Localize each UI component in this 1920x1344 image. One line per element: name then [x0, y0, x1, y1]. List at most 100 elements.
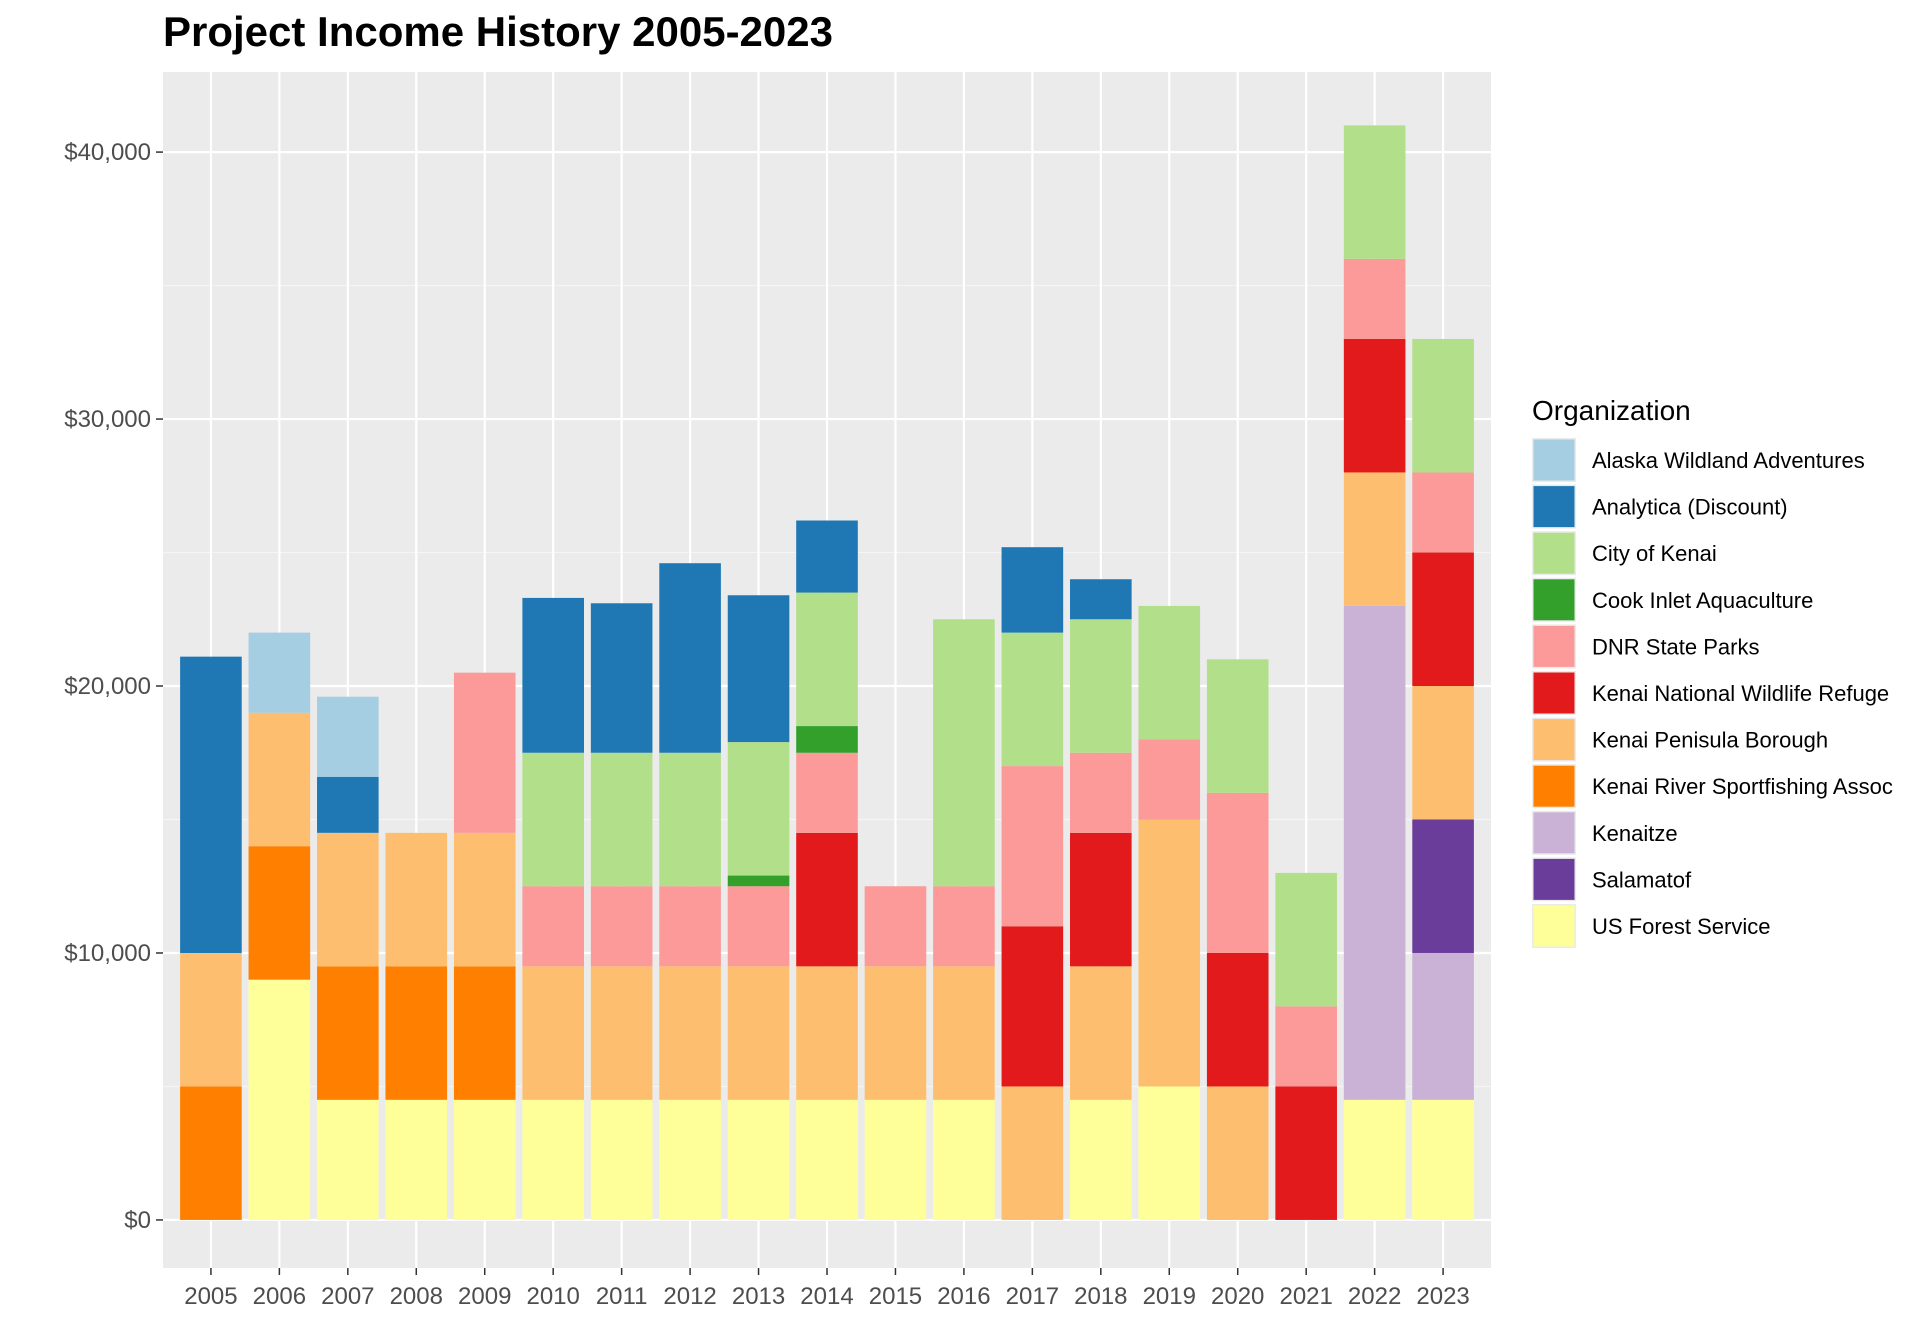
bar-segment [1138, 1086, 1201, 1220]
bar-segment [727, 886, 790, 967]
x-tick-label: 2023 [1416, 1283, 1469, 1310]
bar-segment [659, 966, 721, 1100]
x-tick-label: 2007 [321, 1283, 374, 1310]
legend-label: Alaska Wildland Adventures [1592, 448, 1865, 473]
x-tick-label: 2014 [800, 1283, 853, 1310]
bar-segment [1412, 472, 1474, 553]
x-tick-label: 2020 [1211, 1283, 1264, 1310]
bar-segment [317, 966, 379, 1100]
legend-label: Analytica (Discount) [1592, 495, 1788, 520]
bar-segment [796, 1099, 858, 1220]
bar-segment [1412, 1099, 1474, 1220]
legend-label: Kenai Penisula Borough [1592, 728, 1828, 753]
bar-segment [1275, 1086, 1337, 1220]
bar-segment [1001, 547, 1064, 633]
legend-label: DNR State Parks [1592, 634, 1760, 659]
legend: Organization Alaska Wildland Adventures A… [1532, 395, 1893, 948]
bar-segment [248, 846, 311, 980]
bar-segment [248, 712, 311, 847]
bar-segment [1412, 819, 1474, 953]
bar-segment [1206, 659, 1269, 793]
bar-segment [659, 563, 721, 753]
bar-segment [453, 966, 516, 1100]
x-tick-label: 2006 [253, 1283, 306, 1310]
x-axis: 2005 2006 2007 2008 2009 2010 2011 2012 2013 2014… [184, 1268, 1470, 1310]
bar-segment [1343, 1099, 1406, 1220]
bar-segment [590, 603, 653, 753]
bar-segment [590, 966, 653, 1100]
bars [180, 125, 1474, 1220]
bar-segment [248, 632, 311, 713]
legend-swatch [1533, 812, 1575, 854]
bar-segment [385, 832, 448, 967]
x-tick-label: 2005 [184, 1283, 237, 1310]
legend-swatch [1533, 858, 1575, 900]
bar-segment [1412, 686, 1474, 820]
bar-segment [796, 752, 858, 833]
bar-segment [317, 696, 379, 777]
bar-segment [1412, 952, 1474, 1100]
bar-segment [453, 1099, 516, 1220]
bar-segment [180, 656, 242, 953]
legend-label: US Forest Service [1592, 914, 1771, 939]
bar-segment [933, 619, 995, 887]
legend-swatch [1533, 625, 1575, 667]
bar-segment [796, 966, 858, 1100]
x-tick-label: 2021 [1279, 1283, 1332, 1310]
bar-segment [1070, 832, 1132, 967]
bar-segment [385, 1099, 448, 1220]
legend-label: City of Kenai [1592, 541, 1717, 566]
bar-segment [1412, 338, 1474, 473]
bar-segment [453, 832, 516, 967]
bar-segment [727, 966, 790, 1100]
bar-segment [727, 742, 790, 876]
legend-swatch [1533, 905, 1575, 947]
bar-segment [1001, 632, 1064, 767]
legend-label: Kenaitze [1592, 821, 1678, 846]
bar-segment [1343, 472, 1406, 606]
x-tick-label: 2012 [663, 1283, 716, 1310]
legend-swatch [1533, 579, 1575, 621]
x-tick-label: 2016 [937, 1283, 990, 1310]
bar-segment [1070, 966, 1132, 1100]
legend-swatch [1533, 672, 1575, 714]
legend-swatch [1533, 439, 1575, 481]
legend-swatch [1533, 486, 1575, 528]
bar-segment [659, 886, 721, 967]
legend-swatch [1533, 532, 1575, 574]
legend-swatch [1533, 765, 1575, 807]
bar-segment [1343, 605, 1406, 1100]
bar-segment [1070, 619, 1132, 753]
bar-segment [317, 832, 379, 967]
bar-segment [1206, 792, 1269, 953]
x-tick-label: 2013 [732, 1283, 785, 1310]
bar-segment [796, 726, 858, 753]
bar-segment [522, 886, 584, 967]
bar-segment [248, 979, 311, 1220]
bar-segment [933, 966, 995, 1100]
bar-segment [522, 966, 584, 1100]
x-tick-label: 2017 [1006, 1283, 1059, 1310]
x-tick-label: 2018 [1074, 1283, 1127, 1310]
x-tick-label: 2010 [526, 1283, 579, 1310]
bar-segment [522, 752, 584, 887]
bar-segment [1206, 1086, 1269, 1220]
y-tick-label: $20,000 [64, 673, 151, 700]
bar-segment [933, 886, 995, 967]
legend-title: Organization [1532, 395, 1691, 426]
y-tick-label: $30,000 [64, 406, 151, 433]
bar-segment [590, 886, 653, 967]
bar-segment [1343, 338, 1406, 473]
bar-segment [590, 752, 653, 887]
bar-segment [1070, 1099, 1132, 1220]
bar-segment [317, 1099, 379, 1220]
chart-title: Project Income History 2005-2023 [163, 8, 833, 55]
bar-segment [864, 1099, 927, 1220]
bar-segment [1001, 926, 1064, 1087]
bar-segment [522, 597, 584, 753]
bar-segment [727, 875, 790, 887]
bar-segment [180, 1086, 242, 1220]
y-axis: $0 $10,000 $20,000 $30,000 $40,000 [64, 139, 163, 1234]
legend-label: Kenai River Sportfishing Assoc [1592, 774, 1893, 799]
